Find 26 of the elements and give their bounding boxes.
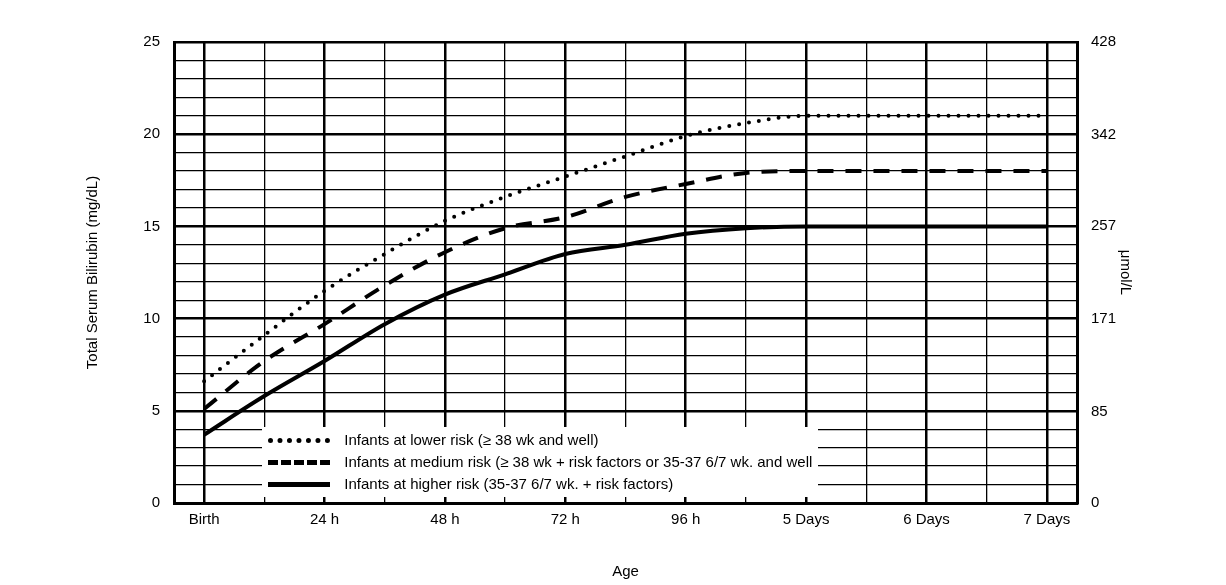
y-tick-label: 0 [151, 493, 160, 511]
y-tick-label: 15 [143, 216, 160, 234]
y2-tick-label: 85 [1091, 401, 1108, 419]
legend-label: Infants at lower risk (≥ 38 wk and well) [344, 430, 599, 450]
y-tick-label: 10 [143, 308, 160, 326]
x-tick-label: 5 Days [782, 510, 830, 528]
y-tick-label: 25 [143, 32, 160, 50]
x-tick-label: 48 h [430, 510, 460, 528]
x-axis-title: Age [612, 562, 639, 580]
y-tick-label: 5 [151, 400, 160, 418]
x-tick-label: Birth [188, 510, 220, 528]
y2-tick-label: 428 [1091, 32, 1117, 50]
y2-axis-title: μmol/L [1117, 249, 1135, 296]
y-tick-label: 20 [143, 124, 160, 142]
y2-tick-label: 0 [1091, 493, 1100, 511]
x-tick-label: 6 Days [903, 510, 950, 528]
y2-tick-label: 342 [1091, 124, 1117, 142]
x-tick-label: 24 h [309, 510, 340, 528]
y2-tick-label: 257 [1091, 216, 1117, 234]
y-axis-title: Total Serum Bilirubin (mg/dL) [83, 175, 101, 370]
x-tick-label: 72 h [550, 510, 580, 528]
y2-tick-label: 171 [1091, 308, 1117, 326]
legend-label: Infants at higher risk (35-37 6/7 wk. + risk factors) [344, 474, 674, 494]
legend-label: Infants at medium risk (≥ 38 wk + risk factors or 35-37 6/7 wk. and well [344, 452, 813, 472]
x-tick-label: 96 h [671, 510, 701, 528]
x-tick-label: 7 Days [1023, 510, 1071, 528]
